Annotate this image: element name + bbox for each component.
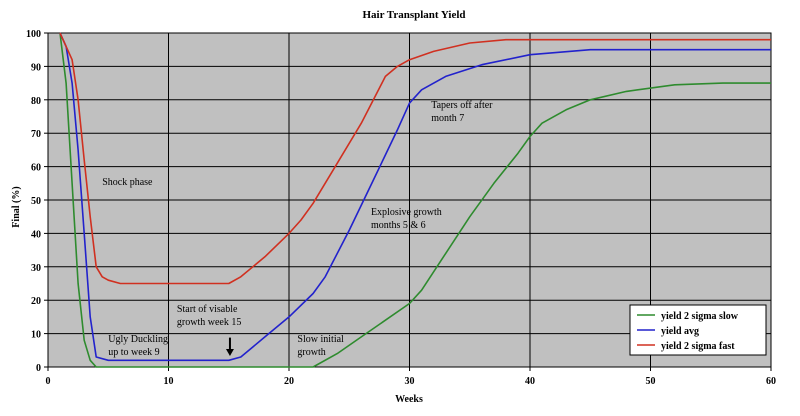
y-tick-label: 90 [31,62,41,73]
annotation-line: up to week 9 [108,347,159,358]
annotation-line: Ugly Duckling [108,334,168,345]
x-tick-label: 60 [766,376,776,387]
legend-label-3: yield 2 sigma fast [661,341,735,352]
legend-label-1: yield 2 sigma slow [661,311,739,322]
annotation-line: month 7 [431,113,464,124]
annotation-line: Shock phase [102,177,153,188]
x-tick-label: 40 [525,376,535,387]
x-tick-label: 20 [284,376,294,387]
grid-lines [47,32,772,368]
y-tick-label: 30 [31,263,41,274]
annotation-line: growth week 15 [177,317,241,328]
y-tick-label: 80 [31,96,41,107]
y-tick-label: 100 [26,29,41,40]
axis-ticks: 0 10 20 30 40 50 60 0 10 20 30 40 50 60 70 80 90 100 [26,29,776,387]
annotation-3: Start of visable growth week 15 [177,304,241,328]
y-tick-label: 20 [31,296,41,307]
annotation-5: Explosive growth months 5 & 6 [371,207,442,231]
annotation-6: Tapers off after month 7 [431,100,493,124]
annotation-line: months 5 & 6 [371,220,426,231]
annotation-line: Explosive growth [371,207,442,218]
annotation-line: Slow initial [297,334,344,345]
x-tick-label: 30 [405,376,415,387]
annotation-1: Shock phase [102,177,153,188]
annotation-line: Start of visable [177,304,238,315]
legend-label-2: yield avg [661,326,699,337]
series-line-3 [59,32,771,285]
legend: yield 2 sigma slow yield avg yield 2 sigma… [629,304,767,356]
y-tick-label: 40 [31,229,41,240]
y-tick-label: 50 [31,196,41,207]
series-lines [59,32,771,368]
series-line-1 [59,32,771,368]
y-tick-label: 10 [31,330,41,341]
x-tick-label: 10 [164,376,174,387]
arrow-head [225,348,234,356]
annotation-4: Slow initial growth [297,334,344,358]
annotation-line: growth [297,347,325,358]
y-axis-label: Final (%) [11,186,22,227]
chart-title: Hair Transplant Yield [362,9,465,21]
annotation-line: Tapers off after [431,100,493,111]
y-tick-label: 0 [36,363,41,374]
y-tick-label: 70 [31,129,41,140]
x-tick-label: 50 [646,376,656,387]
series-line-2 [59,32,771,362]
annotations: Shock phase Ugly Duckling up to week 9 Star… [102,100,493,358]
annotation-2: Ugly Duckling up to week 9 [108,334,168,358]
y-tick-label: 60 [31,163,41,174]
x-tick-label: 0 [46,376,51,387]
x-axis-label: Weeks [395,394,423,405]
